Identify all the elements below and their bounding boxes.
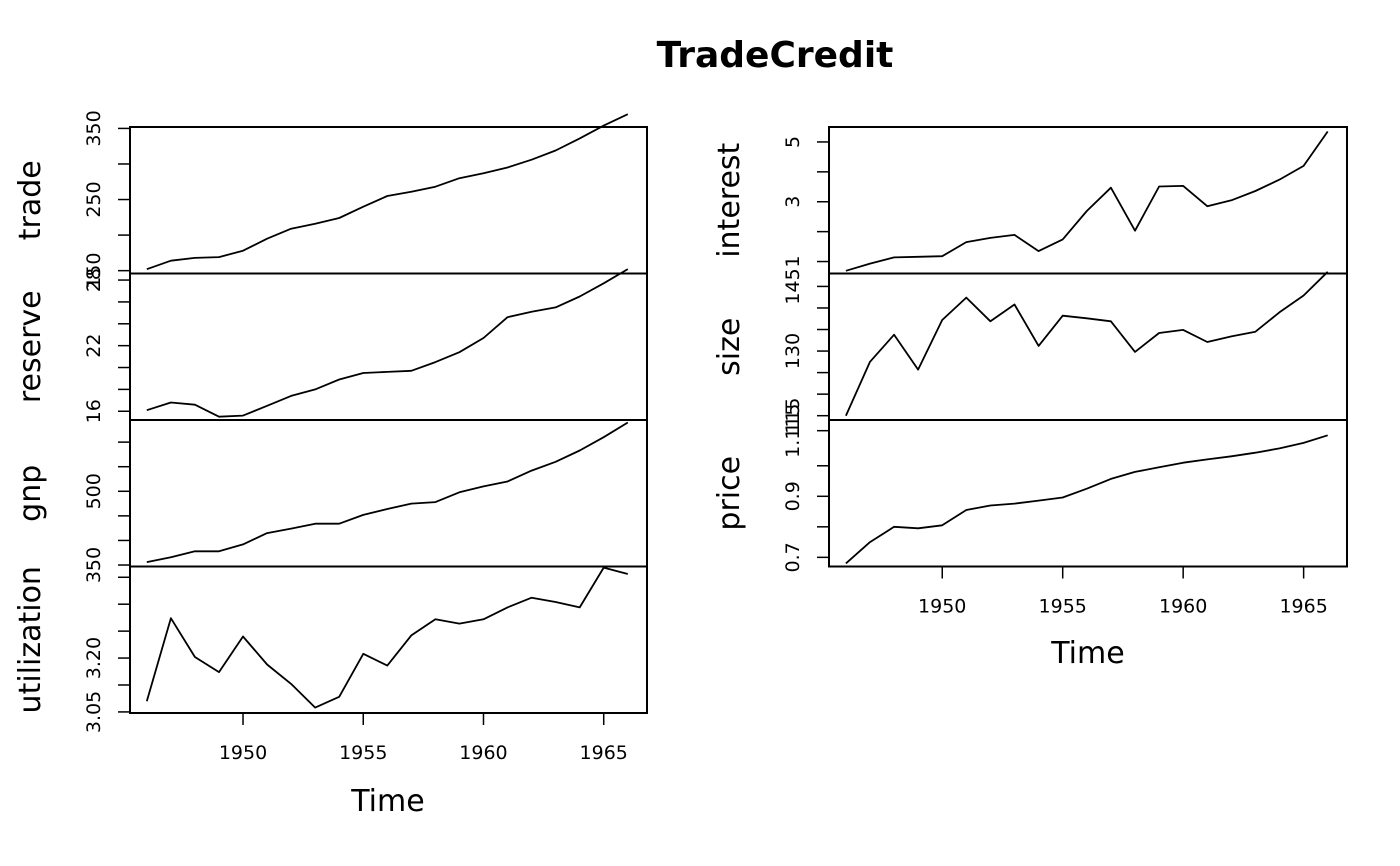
panel-frame-size bbox=[828, 272, 1348, 421]
y-tick-label-gnp-3: 500 bbox=[83, 473, 105, 509]
y-tick-label-reserve-0: 16 bbox=[83, 399, 105, 423]
series-line-price bbox=[845, 434, 1328, 565]
y-axis-label-interest: interest bbox=[712, 142, 747, 257]
y-tick-label-size-6: 145 bbox=[782, 268, 804, 304]
x-tick-label-1-2: 1960 bbox=[1159, 596, 1207, 618]
y-axis-label-price: price bbox=[712, 456, 747, 531]
y-tick-label-price-0: 0.7 bbox=[782, 542, 804, 572]
y-tick-label-utilization-2: 3.20 bbox=[83, 637, 105, 679]
panel-frame-trade bbox=[129, 126, 648, 275]
y-tick-label-size-3: 130 bbox=[782, 333, 804, 369]
x-axis-label-left: Time bbox=[350, 784, 424, 819]
series-line-reserve bbox=[146, 268, 629, 418]
y-tick-label-gnp-0: 350 bbox=[83, 547, 105, 583]
panel-frame-gnp bbox=[129, 419, 648, 568]
y-tick-label-size-0: 115 bbox=[782, 398, 804, 434]
y-tick-label-trade-4: 350 bbox=[83, 110, 105, 146]
series-line-trade bbox=[146, 113, 629, 271]
x-axis-label-right: Time bbox=[1050, 636, 1124, 671]
panel-frame-interest bbox=[828, 126, 1348, 275]
x-tick-label-1-3: 1965 bbox=[1279, 596, 1327, 618]
y-tick-label-trade-2: 250 bbox=[83, 181, 105, 217]
y-axis-label-size: size bbox=[712, 318, 747, 376]
panel-frame-reserve bbox=[129, 272, 648, 421]
series-line-interest bbox=[845, 130, 1329, 272]
x-tick-label-0-0: 1950 bbox=[219, 742, 267, 764]
y-tick-label-reserve-6: 28 bbox=[83, 268, 105, 292]
series-line-gnp bbox=[146, 421, 629, 563]
series-line-size bbox=[845, 271, 1329, 417]
y-tick-label-reserve-3: 22 bbox=[83, 334, 105, 358]
panel-frame-utilization bbox=[129, 565, 648, 714]
panel-frame-price bbox=[828, 419, 1348, 568]
y-tick-label-price-2: 0.9 bbox=[782, 481, 804, 511]
y-tick-label-interest-4: 5 bbox=[782, 136, 804, 148]
y-tick-label-interest-2: 3 bbox=[782, 196, 804, 208]
y-axis-label-reserve: reserve bbox=[13, 290, 48, 403]
y-axis-label-utilization: utilization bbox=[13, 566, 48, 713]
y-tick-label-utilization-0: 3.05 bbox=[83, 691, 105, 733]
y-tick-label-price-4: 1.115 bbox=[782, 403, 804, 457]
y-axis-label-trade: trade bbox=[13, 160, 48, 240]
chart-title: TradeCredit bbox=[657, 35, 894, 76]
x-tick-label-0-3: 1965 bbox=[580, 742, 628, 764]
x-tick-label-0-1: 1955 bbox=[339, 742, 387, 764]
x-tick-label-0-2: 1960 bbox=[459, 742, 507, 764]
series-line-utilization bbox=[145, 566, 629, 709]
y-tick-label-trade-0: 150 bbox=[83, 253, 105, 289]
x-tick-label-1-1: 1955 bbox=[1039, 596, 1087, 618]
y-tick-label-interest-0: 1 bbox=[782, 255, 804, 267]
x-tick-label-1-0: 1950 bbox=[918, 596, 966, 618]
y-axis-label-gnp: gnp bbox=[13, 465, 48, 522]
